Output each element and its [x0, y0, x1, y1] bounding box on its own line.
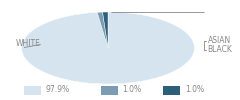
Text: WHITE: WHITE — [16, 40, 41, 48]
Wedge shape — [22, 12, 194, 84]
Wedge shape — [102, 12, 108, 48]
Text: 1.0%: 1.0% — [185, 86, 204, 94]
Text: BLACK: BLACK — [208, 46, 233, 54]
FancyBboxPatch shape — [101, 86, 118, 94]
Text: ASIAN: ASIAN — [208, 36, 231, 46]
FancyBboxPatch shape — [24, 86, 41, 94]
Text: 97.9%: 97.9% — [46, 86, 70, 94]
FancyBboxPatch shape — [163, 86, 180, 94]
Text: 1.0%: 1.0% — [122, 86, 142, 94]
Wedge shape — [97, 12, 108, 48]
